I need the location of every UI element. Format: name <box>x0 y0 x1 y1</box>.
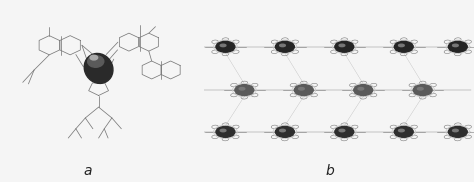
Ellipse shape <box>339 129 345 132</box>
Ellipse shape <box>335 41 354 52</box>
Ellipse shape <box>280 129 285 132</box>
Ellipse shape <box>413 85 432 96</box>
Ellipse shape <box>84 54 113 83</box>
Ellipse shape <box>299 88 304 90</box>
Ellipse shape <box>335 126 354 137</box>
Ellipse shape <box>453 129 458 132</box>
Ellipse shape <box>394 126 413 137</box>
Ellipse shape <box>275 41 294 52</box>
Ellipse shape <box>399 44 404 47</box>
Ellipse shape <box>280 44 285 47</box>
Ellipse shape <box>354 85 373 96</box>
Ellipse shape <box>294 85 313 96</box>
Ellipse shape <box>216 126 235 137</box>
Ellipse shape <box>216 41 235 52</box>
Ellipse shape <box>448 41 467 52</box>
Text: b: b <box>325 164 334 178</box>
Ellipse shape <box>394 41 413 52</box>
Ellipse shape <box>88 56 104 67</box>
Text: a: a <box>83 164 92 178</box>
Ellipse shape <box>358 88 364 90</box>
Ellipse shape <box>239 88 245 90</box>
Ellipse shape <box>399 129 404 132</box>
Ellipse shape <box>90 55 98 60</box>
Ellipse shape <box>275 126 294 137</box>
Ellipse shape <box>235 85 254 96</box>
Ellipse shape <box>220 129 226 132</box>
Ellipse shape <box>339 44 345 47</box>
Ellipse shape <box>453 44 458 47</box>
Ellipse shape <box>448 126 467 137</box>
Ellipse shape <box>220 44 226 47</box>
Ellipse shape <box>418 88 423 90</box>
